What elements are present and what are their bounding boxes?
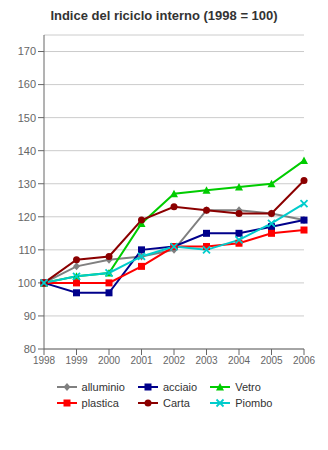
html-text:Vetro: Vetro	[235, 381, 261, 393]
html-text:plastica: plastica	[81, 397, 119, 409]
svg-text:150: 150	[18, 112, 36, 124]
svg-text:140: 140	[18, 145, 36, 157]
svg-text:2003: 2003	[195, 355, 218, 366]
svg-text:90: 90	[24, 310, 36, 322]
svg-text:1998: 1998	[33, 355, 56, 366]
svg-text:1999: 1999	[65, 355, 88, 366]
html-text:acciaio: acciaio	[162, 381, 198, 393]
svg-text:100: 100	[18, 277, 36, 289]
svg-text:80: 80	[24, 343, 36, 355]
html-text:Carta: Carta	[162, 397, 190, 409]
svg-text:130: 130	[18, 178, 36, 190]
svg-text:120: 120	[18, 211, 36, 223]
html-text:Indice del riciclo interno (19: Indice del riciclo interno (1998 = 100)	[50, 8, 278, 23]
svg-text:2000: 2000	[98, 355, 121, 366]
svg-text:2001: 2001	[130, 355, 153, 366]
svg-text:2005: 2005	[260, 355, 283, 366]
html-text:Piombo: Piombo	[235, 397, 273, 409]
svg-text:110: 110	[18, 244, 36, 256]
svg-text:2004: 2004	[228, 355, 251, 366]
svg-text:170: 170	[18, 45, 36, 57]
svg-text:160: 160	[18, 78, 36, 90]
html-text:alluminio: alluminio	[81, 381, 125, 393]
svg-text:2002: 2002	[163, 355, 186, 366]
svg-text:2006: 2006	[293, 355, 316, 366]
